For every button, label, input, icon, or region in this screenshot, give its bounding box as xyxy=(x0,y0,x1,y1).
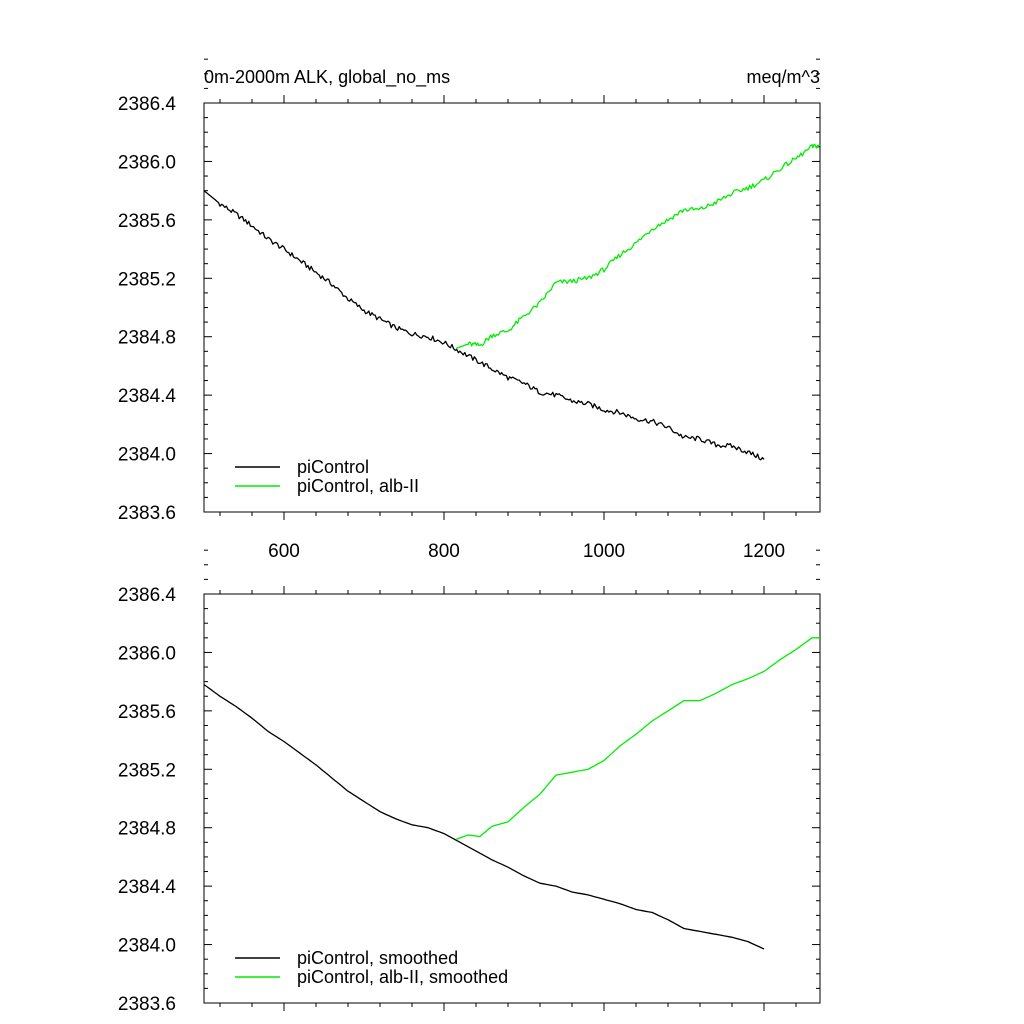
series-line-picontrol xyxy=(203,684,765,950)
bottom-panel: 2383.6 2384.0 2384.4 2384.8 2385.2 2385.6 2386… xyxy=(118,549,821,1015)
plot-frame xyxy=(203,102,821,513)
series-line-alb-ii xyxy=(455,143,821,350)
y-tick-label: 2384.0 xyxy=(118,936,176,957)
x-tick-label: 1200 xyxy=(743,541,785,562)
series-line-picontrol xyxy=(203,190,765,461)
legend-label: piControl, alb-II, smoothed xyxy=(297,967,508,987)
legend-label: piControl, alb-II xyxy=(297,476,419,496)
y-tick-label: 2385.6 xyxy=(118,702,176,723)
y-tick-label: 2385.6 xyxy=(118,211,176,232)
y-tick-label: 2383.6 xyxy=(118,994,176,1015)
x-tick-label: 600 xyxy=(268,541,300,562)
x-tick-label: 1000 xyxy=(583,541,625,562)
y-tick-label: 2384.8 xyxy=(118,328,176,349)
y-tick-label: 2384.8 xyxy=(118,819,176,840)
y-tick-label: 2385.2 xyxy=(118,760,176,781)
y-tick-label: 2386.4 xyxy=(118,94,177,115)
top-panel: 2383.6 2384.0 2384.4 2384.8 2385.2 2385.6 2386… xyxy=(118,58,821,562)
units-label: meq/m^3 xyxy=(747,67,820,87)
legend-label: piControl, smoothed xyxy=(297,948,458,968)
plot-frame xyxy=(203,593,821,1004)
y-tick-label: 2384.0 xyxy=(118,445,176,466)
y-tick-label: 2386.4 xyxy=(118,585,177,606)
y-tick-label: 2385.2 xyxy=(118,269,176,290)
y-tick-label: 2386.0 xyxy=(118,152,176,173)
legend-label: piControl xyxy=(297,457,369,477)
series-line-alb-ii xyxy=(455,637,820,841)
chart-title: 0m-2000m ALK, global_no_ms xyxy=(204,67,450,88)
x-tick-label: 800 xyxy=(428,541,460,562)
y-tick-label: 2384.4 xyxy=(118,386,177,407)
y-tick-label: 2384.4 xyxy=(118,877,177,898)
y-tick-label: 2386.0 xyxy=(118,643,176,664)
y-tick-label: 2383.6 xyxy=(118,503,176,524)
